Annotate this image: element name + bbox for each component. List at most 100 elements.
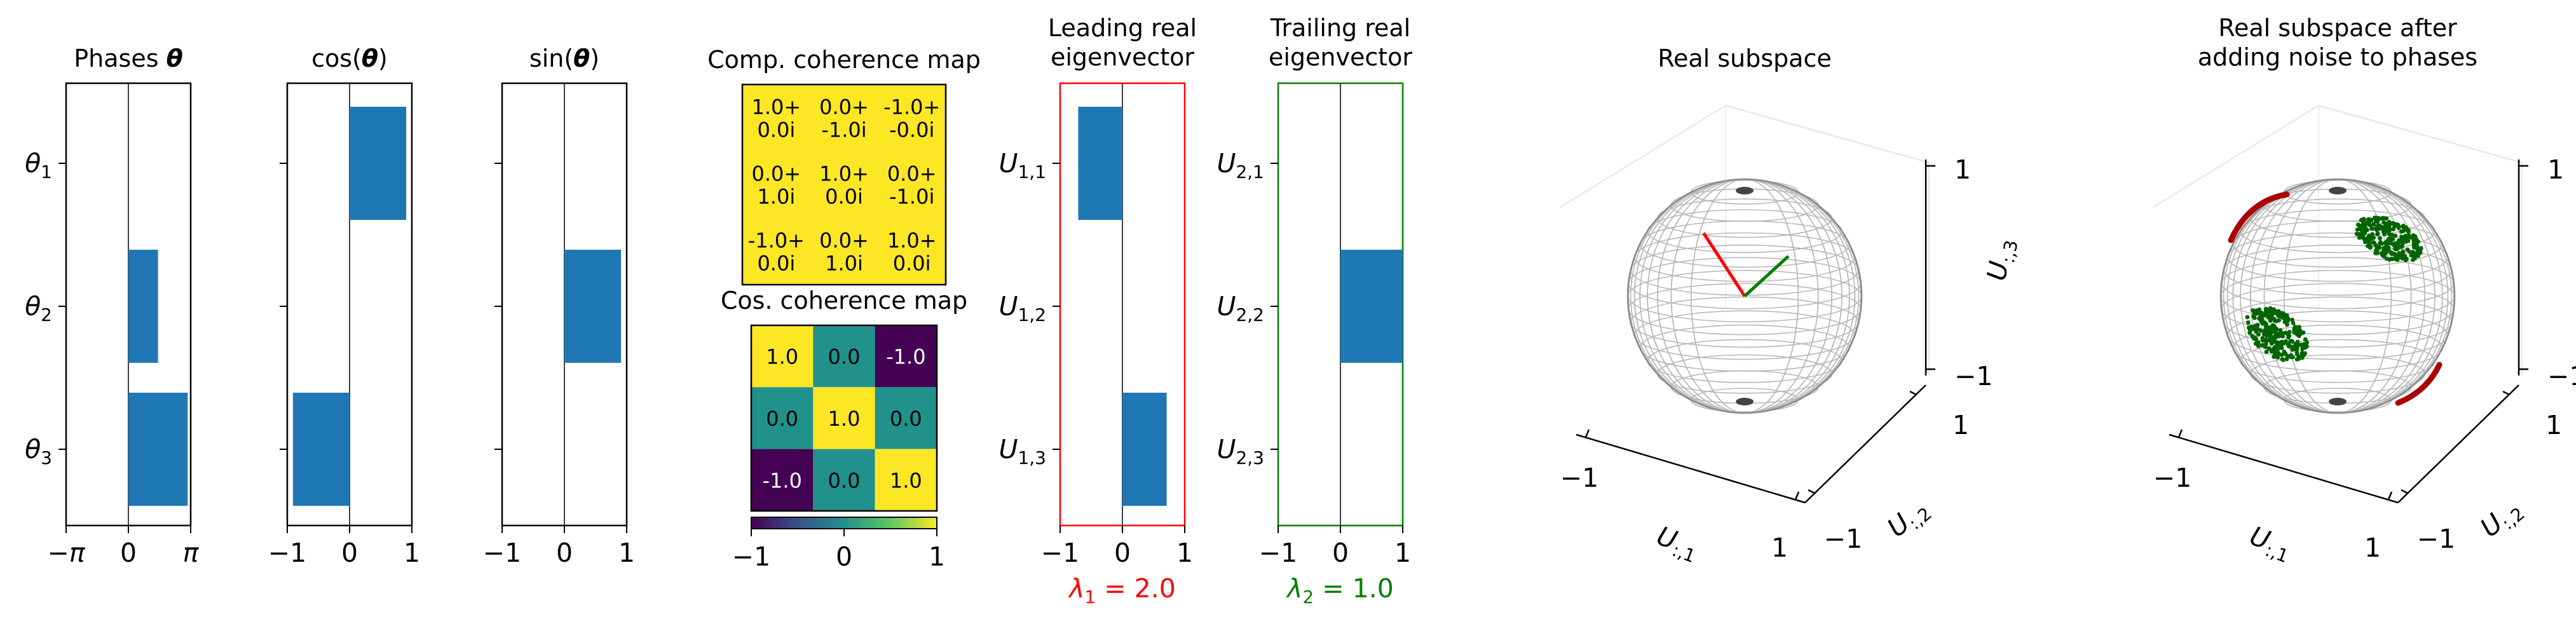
y-axis-line bbox=[1804, 384, 1926, 503]
eigenvector-line bbox=[1702, 232, 1747, 297]
map-cell-text: -1.0+ bbox=[883, 95, 940, 119]
x-tick-label: 0 bbox=[120, 538, 137, 568]
z-axis-label: U:,3 bbox=[2574, 236, 2576, 284]
green-point bbox=[2413, 254, 2417, 259]
panel-title: Real subspace bbox=[1658, 44, 1831, 72]
green-point bbox=[2396, 224, 2401, 229]
green-point bbox=[2260, 336, 2265, 341]
green-point bbox=[2371, 235, 2376, 240]
green-point bbox=[2383, 224, 2388, 229]
green-point bbox=[2365, 227, 2369, 233]
meridian bbox=[2240, 179, 2436, 414]
green-point bbox=[2387, 231, 2392, 236]
map-cell-text: 1.0+ bbox=[819, 162, 869, 186]
map-cell-text: 0.0+ bbox=[751, 162, 801, 186]
green-point bbox=[2404, 227, 2409, 232]
green-point bbox=[2377, 223, 2382, 228]
green-point bbox=[2369, 218, 2374, 222]
panel-title: Cos. coherence map bbox=[721, 287, 967, 315]
green-point bbox=[2392, 242, 2397, 247]
complex-coherence-map: Comp. coherence map1.0+0.0i0.0+-1.0i-1.0… bbox=[707, 46, 981, 286]
green-point bbox=[2368, 223, 2373, 227]
green-point bbox=[2263, 308, 2268, 312]
meridian bbox=[2223, 179, 2453, 414]
green-point bbox=[2290, 317, 2294, 322]
sphere-pole bbox=[1736, 187, 1754, 194]
meridian bbox=[2223, 179, 2453, 414]
green-point bbox=[2254, 337, 2259, 342]
green-point bbox=[2367, 238, 2371, 243]
x-tick-label: −π bbox=[47, 538, 85, 568]
green-point bbox=[2283, 339, 2288, 344]
green-point bbox=[2386, 220, 2391, 225]
green-point bbox=[2397, 251, 2401, 255]
meridian bbox=[2283, 179, 2392, 414]
colorbar-tick-label: 1 bbox=[929, 541, 945, 572]
heatmap-cell-label: 0.0 bbox=[890, 407, 922, 431]
green-point bbox=[2275, 355, 2280, 360]
cos-coherence-map: Cos. coherence map 1.0 0.0 -1.0 0.0 1.0 0.0 -1.… bbox=[721, 287, 967, 572]
green-point bbox=[2286, 317, 2290, 322]
x-tick-label: 1 bbox=[618, 538, 635, 568]
panel-title-line2: adding noise to phases bbox=[2198, 43, 2477, 71]
axis-tick bbox=[1584, 429, 1590, 438]
green-point bbox=[2278, 311, 2283, 315]
green-point bbox=[2393, 233, 2398, 238]
heatmap-cell-label: 1.0 bbox=[766, 345, 798, 369]
green-point bbox=[2413, 234, 2418, 239]
heatmap-cell bbox=[751, 325, 814, 388]
x-axis-label: U:,1 bbox=[1651, 520, 1703, 567]
green-point bbox=[2272, 351, 2277, 356]
green-point bbox=[2247, 330, 2252, 336]
x-tick-label: π bbox=[183, 538, 200, 568]
bar-panel-4 bbox=[1271, 82, 1404, 533]
green-point bbox=[2359, 223, 2364, 227]
axis-tick bbox=[2177, 429, 2183, 438]
z-tick-label: 1 bbox=[1954, 154, 1971, 185]
y-tick-label: U2,3 bbox=[1216, 434, 1264, 468]
map-cell-text: 1.0i bbox=[757, 185, 795, 209]
green-point bbox=[2385, 240, 2390, 245]
axes-3d bbox=[2169, 159, 2528, 504]
green-point bbox=[2355, 222, 2361, 227]
eigenvector-line bbox=[1743, 255, 1790, 297]
green-point bbox=[2271, 325, 2276, 330]
heatmap-cell-label: 0.0 bbox=[766, 407, 798, 431]
bar bbox=[292, 393, 350, 506]
green-point bbox=[2271, 309, 2276, 314]
green-point bbox=[2394, 254, 2399, 259]
red-arc bbox=[2395, 362, 2443, 406]
x-tick-label: −1 bbox=[1041, 538, 1079, 568]
map-background bbox=[741, 83, 947, 286]
map-cell-text: 0.0i bbox=[825, 185, 863, 209]
map-cell-text: -1.0i bbox=[821, 118, 866, 142]
heatmap-frame bbox=[750, 324, 938, 512]
panel-title: sin(θ) bbox=[529, 44, 599, 72]
sphere-pole bbox=[2329, 187, 2347, 194]
map-cell-text: 1.0+ bbox=[751, 95, 801, 119]
panel-title: cos(θ) bbox=[311, 44, 388, 72]
green-point-cloud bbox=[2245, 306, 2310, 362]
z-tick-label: 1 bbox=[2547, 154, 2564, 185]
green-point bbox=[2275, 347, 2280, 352]
green-point bbox=[2251, 327, 2256, 331]
meridian bbox=[2240, 179, 2436, 414]
eigenvalue-caption: λ2 = 1.0 bbox=[1286, 573, 1394, 607]
green-point bbox=[2385, 247, 2390, 251]
green-point bbox=[2406, 238, 2411, 243]
green-point bbox=[2261, 343, 2266, 348]
green-point bbox=[2401, 236, 2406, 241]
colorbar-tick-label: −1 bbox=[732, 541, 770, 572]
heatmap-cell bbox=[813, 449, 875, 511]
panel-title-line1: Real subspace after bbox=[2218, 14, 2457, 42]
y-axis-line bbox=[2397, 384, 2519, 503]
green-point bbox=[2374, 227, 2379, 232]
green-point bbox=[2401, 249, 2406, 254]
green-point bbox=[2371, 240, 2376, 245]
green-point bbox=[2280, 357, 2285, 362]
green-point bbox=[2265, 325, 2270, 330]
heatmap-cell bbox=[875, 325, 937, 388]
green-point bbox=[2384, 216, 2389, 221]
parallel bbox=[1647, 339, 1843, 383]
green-point bbox=[2280, 339, 2284, 344]
